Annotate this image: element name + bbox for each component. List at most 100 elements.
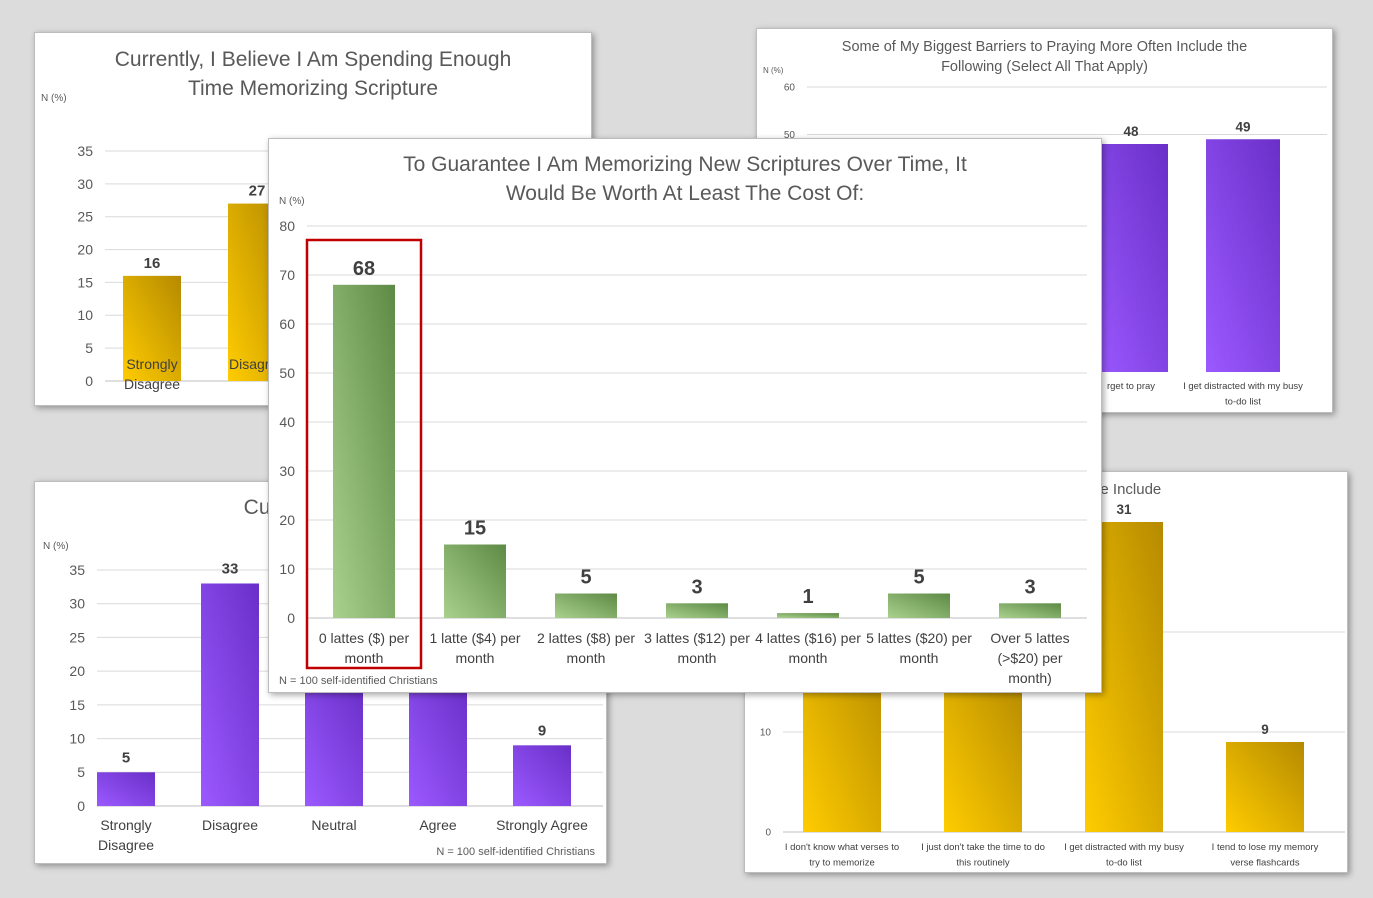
x-tick-label: I don't know what verses to <box>785 842 899 853</box>
y-tick-label: 0 <box>287 610 295 626</box>
bar <box>666 603 728 618</box>
x-tick-label: Over 5 lattes <box>990 630 1069 646</box>
x-tick-label: try to memorize <box>809 858 874 869</box>
data-label: 1 <box>802 586 813 608</box>
x-tick-label: this routinely <box>956 858 1010 869</box>
data-label: 9 <box>538 722 546 739</box>
chart-title: Would Be Worth At Least The Cost Of: <box>506 182 864 205</box>
y-tick-label: 60 <box>784 83 796 94</box>
x-tick-label: Strongly <box>100 817 151 833</box>
data-label: 68 <box>353 258 375 280</box>
y-tick-label: 10 <box>69 730 85 746</box>
x-tick-label: 5 lattes ($20) per <box>866 630 972 646</box>
bar <box>201 583 259 806</box>
y-tick-label: 25 <box>69 629 85 645</box>
data-label: 33 <box>222 560 239 577</box>
bar <box>444 544 506 618</box>
x-tick-label: Disagree <box>124 376 180 392</box>
x-tick-label: Agree <box>419 817 457 833</box>
y-tick-label: 10 <box>77 307 93 323</box>
y-tick-label: 0 <box>85 373 93 389</box>
y-tick-label: 0 <box>765 828 771 839</box>
data-label: 5 <box>913 567 924 589</box>
data-label: 9 <box>1261 722 1269 737</box>
data-label: 5 <box>122 749 130 766</box>
x-tick-label: month <box>789 650 828 666</box>
chart-latte-cost: To Guarantee I Am Memorizing New Scriptu… <box>279 153 1087 687</box>
y-tick-label: 20 <box>69 663 85 679</box>
x-tick-label: Disagree <box>98 837 154 853</box>
x-tick-label: month <box>456 650 495 666</box>
x-tick-label: 2 lattes ($8) per <box>537 630 635 646</box>
y-tick-label: 15 <box>69 697 85 713</box>
x-tick-label: verse flashcards <box>1230 858 1299 869</box>
x-tick-label: I get distracted with my busy <box>1064 842 1184 853</box>
y-axis-label: N (%) <box>279 196 305 207</box>
x-tick-label: I get distracted with my busy <box>1183 381 1303 392</box>
data-label: 49 <box>1235 119 1250 134</box>
chart-title: Currently, I Believe I Am Spending Enoug… <box>115 48 512 71</box>
bar <box>888 593 950 618</box>
x-tick-label: rget to pray <box>1107 381 1155 392</box>
bar <box>1094 144 1168 372</box>
y-tick-label: 20 <box>279 512 295 528</box>
chart-card-latte-cost: To Guarantee I Am Memorizing New Scriptu… <box>268 138 1102 693</box>
y-tick-label: 35 <box>77 143 93 159</box>
y-axis-label: N (%) <box>41 93 67 104</box>
bar <box>305 682 363 806</box>
highlight-box <box>305 238 423 670</box>
y-tick-label: 30 <box>77 176 93 192</box>
bar <box>555 593 617 618</box>
bar <box>97 772 155 806</box>
chart-title: Time Memorizing Scripture <box>188 77 438 100</box>
data-label: 3 <box>1024 576 1035 598</box>
bar <box>1206 139 1280 372</box>
y-tick-label: 20 <box>77 241 93 257</box>
x-tick-label: 3 lattes ($12) per <box>644 630 750 646</box>
data-label: 31 <box>1116 502 1132 517</box>
bar <box>1226 742 1304 832</box>
x-tick-label: month <box>567 650 606 666</box>
sample-size-note: N = 100 self-identified Christians <box>436 846 595 858</box>
x-tick-label: (>$20) per <box>998 650 1063 666</box>
x-tick-label: month <box>678 650 717 666</box>
y-axis-label: N (%) <box>43 541 69 552</box>
data-label: 48 <box>1123 124 1139 139</box>
chart-title: Following (Select All That Apply) <box>941 59 1148 75</box>
y-tick-label: 5 <box>85 340 93 356</box>
bar <box>123 275 181 381</box>
x-tick-label: month <box>345 650 384 666</box>
x-tick-label: 0 lattes ($) per <box>319 630 410 646</box>
x-tick-label: 4 lattes ($16) per <box>755 630 861 646</box>
data-label: 27 <box>249 183 266 200</box>
y-tick-label: 40 <box>279 414 295 430</box>
y-tick-label: 10 <box>279 561 295 577</box>
bar <box>513 745 571 806</box>
x-tick-label: Disagree <box>202 817 258 833</box>
bar <box>999 603 1061 618</box>
x-tick-label: Strongly Agree <box>496 817 588 833</box>
data-label: 15 <box>464 518 486 540</box>
y-tick-label: 70 <box>279 267 295 283</box>
data-label: 16 <box>144 255 161 272</box>
y-tick-label: 60 <box>279 316 295 332</box>
y-tick-label: 10 <box>760 728 772 739</box>
y-tick-label: 50 <box>784 130 796 141</box>
x-tick-label: to-do list <box>1106 858 1142 869</box>
data-label: 5 <box>580 567 591 589</box>
bar <box>944 672 1022 832</box>
x-tick-label: month) <box>1008 670 1052 686</box>
bar <box>777 613 839 618</box>
y-tick-label: 50 <box>279 365 295 381</box>
y-tick-label: 0 <box>77 798 85 814</box>
chart-title: Some of My Biggest Barriers to Praying M… <box>842 39 1247 55</box>
y-tick-label: 30 <box>279 463 295 479</box>
y-tick-label: 30 <box>69 596 85 612</box>
y-axis-label: N (%) <box>763 66 784 75</box>
x-tick-label: I tend to lose my memory <box>1212 842 1319 853</box>
y-tick-label: 15 <box>77 274 93 290</box>
x-tick-label: to-do list <box>1225 397 1261 408</box>
sample-size-note: N = 100 self-identified Christians <box>279 675 438 687</box>
data-label: 3 <box>691 576 702 598</box>
x-tick-label: month <box>900 650 939 666</box>
